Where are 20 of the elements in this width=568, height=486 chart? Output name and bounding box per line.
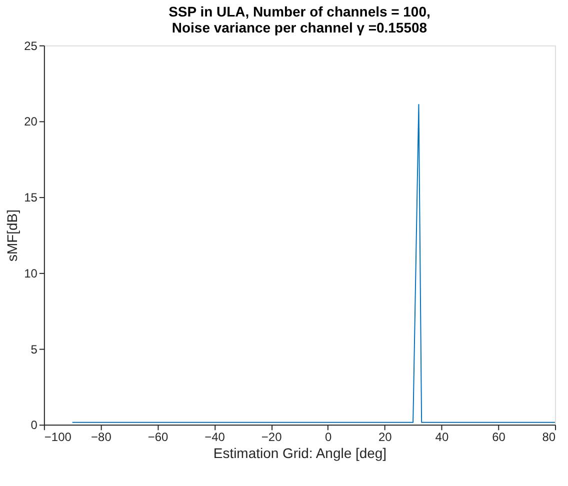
y-tick-label: 15 [24, 190, 38, 205]
y-tick-label: 10 [24, 266, 38, 280]
x-tick-label: 80 [542, 430, 556, 444]
x-tick-label: −80 [91, 430, 112, 444]
y-tick-label: 0 [30, 418, 38, 432]
x-tick-label: −20 [261, 430, 282, 444]
y-tick-label: 5 [30, 342, 38, 356]
y-tick-label: 25 [24, 38, 38, 53]
x-tick-label: 20 [378, 430, 392, 444]
text: Noise variance per channel γ =0.15508 [172, 19, 428, 36]
x-tick-label: −60 [148, 430, 168, 444]
x-tick-label: 60 [492, 430, 506, 444]
x-tick-label: 40 [435, 430, 449, 444]
y-axis-title: sMF[dB] [4, 209, 20, 262]
x-tick-label: −40 [204, 430, 226, 444]
x-tick-label: −100 [44, 430, 72, 444]
text: SSP in ULA, Number of channels = 100, [168, 3, 430, 20]
y-tick-label: 20 [24, 114, 38, 129]
x-tick-label: 0 [325, 430, 332, 444]
x-axis-title: Estimation Grid: Angle [deg] [213, 445, 387, 462]
